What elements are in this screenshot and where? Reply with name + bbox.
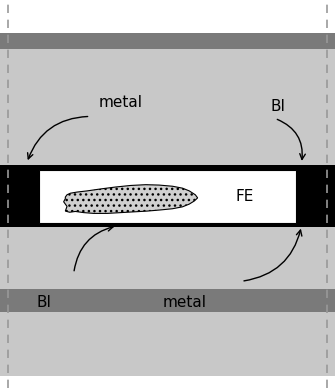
- Text: BI: BI: [36, 295, 51, 310]
- Text: FE: FE: [236, 189, 254, 204]
- Bar: [0, 289, 335, 312]
- Bar: [0, 376, 335, 388]
- Text: BI: BI: [271, 99, 285, 114]
- Bar: [0, 227, 335, 289]
- Bar: [39, 170, 296, 223]
- Polygon shape: [64, 185, 198, 213]
- Bar: [0, 48, 335, 165]
- Bar: [0, 0, 335, 33]
- Text: metal: metal: [162, 295, 206, 310]
- Bar: [0, 33, 335, 48]
- Bar: [0, 165, 335, 227]
- Bar: [0, 312, 335, 376]
- Text: metal: metal: [98, 95, 143, 110]
